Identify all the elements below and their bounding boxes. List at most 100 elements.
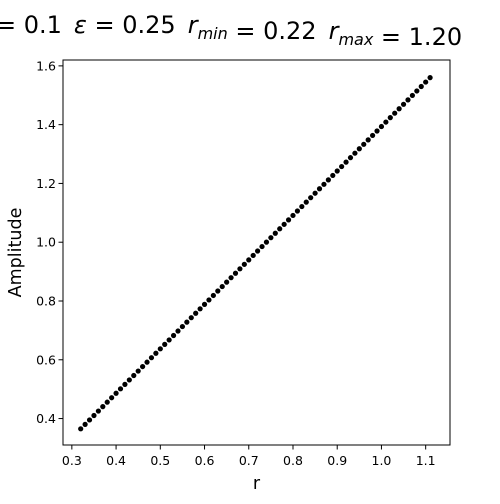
data-point [281,221,287,227]
title-part: = 0.1 [0,11,62,39]
data-point [197,306,203,312]
x-tick-label: 0.3 [62,453,82,468]
y-tick-label: 1.4 [36,117,56,132]
data-point [259,243,265,250]
data-point [232,270,239,276]
data-point [135,368,141,374]
data-point [414,88,420,94]
data-point [122,381,128,387]
data-point [95,408,101,414]
x-tick-label: 0.4 [106,453,126,468]
data-point [290,212,296,219]
data-point [241,261,247,267]
data-points [78,75,433,432]
y-tick-label: 0.6 [36,352,56,367]
data-point [113,390,119,396]
x-tick-label: 1.0 [372,453,392,468]
data-point [206,297,212,303]
y-tick-label: 0.8 [36,293,56,308]
x-axis: 0.3 0.4 0.5 0.6 0.7 0.8 0.9 1.0 1.1 [62,445,436,468]
data-point [82,421,88,427]
data-point [153,350,159,356]
x-tick-label: 0.9 [327,453,347,468]
data-point [263,239,270,245]
data-point [387,115,393,121]
data-point [325,177,331,183]
data-point [392,110,398,116]
data-point [179,323,186,330]
data-point [418,83,424,90]
data-point [285,217,292,223]
data-point [423,79,429,85]
data-point [308,195,314,201]
y-axis: 0.4 0.6 0.8 1.0 1.2 1.4 1.6 [36,58,63,426]
data-point [224,279,230,285]
data-point [316,186,323,192]
data-point [365,137,371,143]
data-point [117,386,124,392]
y-tick-label: 1.6 [36,58,56,73]
data-point [330,172,336,179]
data-point [339,163,345,170]
data-point [272,230,278,236]
data-point [215,288,221,294]
title-part: = 0.22 [228,17,317,45]
data-point [352,150,358,156]
chart-title: = 0.1 ε = 0.25 rmin = 0.22 rmax = 1.20 [0,11,462,51]
data-point [312,190,318,196]
data-point [170,332,177,339]
x-tick-label: 0.5 [150,453,170,468]
data-point [409,92,416,99]
data-point [255,248,261,254]
y-tick-label: 1.0 [36,235,56,250]
data-point [91,412,97,419]
data-point [144,359,150,365]
data-point [268,235,274,241]
data-point [378,123,385,130]
data-point [400,101,407,107]
data-point [370,132,376,139]
data-point [188,315,194,321]
data-point [201,301,208,307]
data-point [356,146,362,152]
data-point [250,252,256,259]
title-part: = 1.20 [373,23,462,51]
data-point [157,346,163,352]
title-part: = 0.25 [87,11,176,39]
data-point [219,283,225,290]
data-point [405,97,411,103]
data-point [303,199,309,205]
data-point [162,341,168,347]
data-point [427,75,433,81]
x-tick-label: 0.6 [195,453,215,468]
x-tick-label: 1.1 [416,453,436,468]
title-part: r [329,17,341,45]
data-point [343,159,349,165]
title-part: ε [74,11,87,39]
data-point [246,257,252,263]
data-point [78,426,84,432]
data-point [184,319,190,325]
data-point [347,155,354,161]
x-axis-label: r [253,474,261,494]
data-point [299,203,305,210]
data-point [277,226,283,232]
data-point [237,266,243,272]
y-tick-label: 1.2 [36,176,56,191]
data-point [361,141,367,147]
y-axis-label: Amplitude [6,208,26,298]
data-point [383,119,389,125]
data-point [334,168,340,174]
chart-title-text: = 0.1 ε = 0.25 rmin = 0.22 rmax = 1.20 [0,11,462,51]
data-point [104,399,110,405]
data-point [321,181,327,187]
data-point [175,328,181,334]
data-point [396,106,402,112]
y-tick-label: 0.4 [36,411,56,426]
data-point [193,310,199,316]
plot-frame [62,59,451,446]
data-point [100,404,106,410]
data-point [210,292,216,299]
x-tick-label: 0.7 [239,453,259,468]
